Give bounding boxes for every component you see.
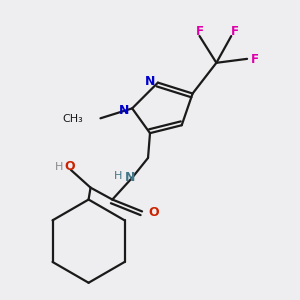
Text: N: N [119,104,129,117]
Text: CH₃: CH₃ [62,114,82,124]
Text: F: F [196,25,203,38]
Text: H: H [114,171,122,181]
Text: F: F [231,25,239,38]
Text: N: N [125,171,135,184]
Text: O: O [64,160,75,173]
Text: H: H [55,162,63,172]
Text: N: N [145,75,155,88]
Text: F: F [251,53,259,66]
Text: O: O [149,206,159,219]
